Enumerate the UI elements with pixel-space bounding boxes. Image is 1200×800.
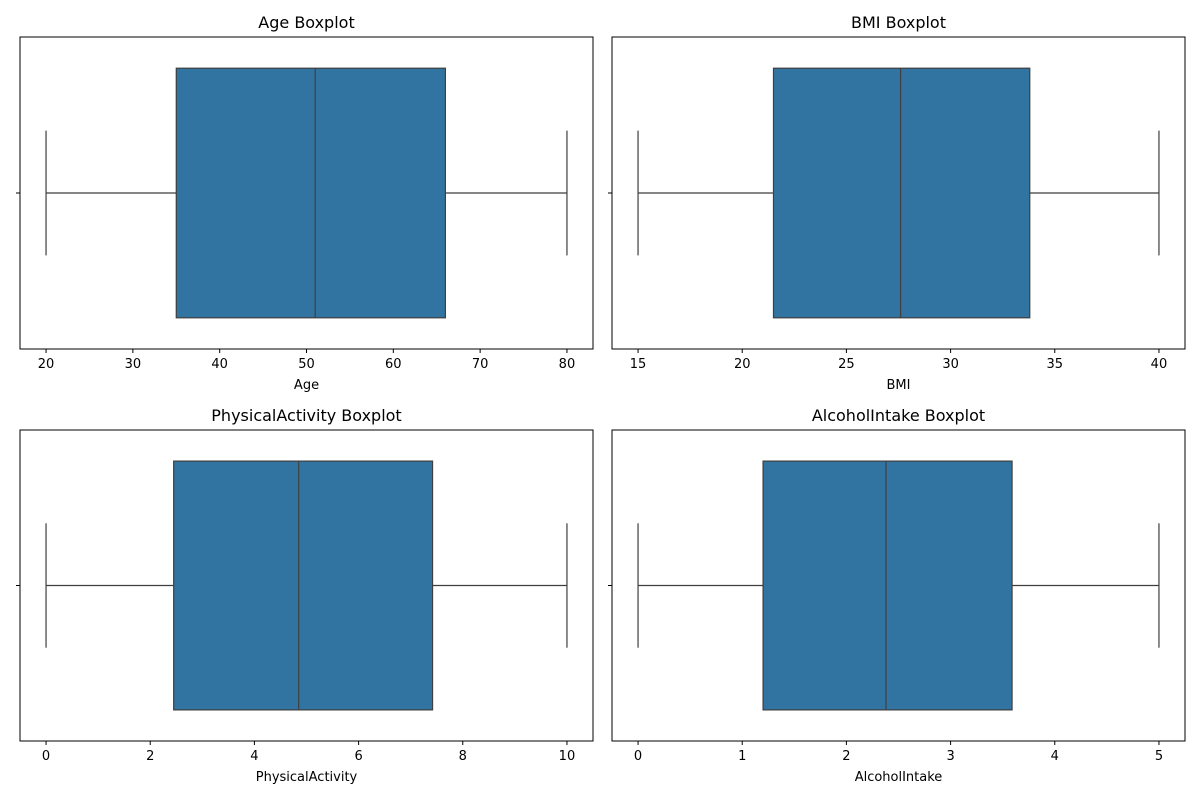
x-tick-label: 40	[1151, 357, 1168, 372]
x-axis-label: PhysicalActivity	[256, 770, 358, 785]
subplot-1: Age Boxplot 20 30 40 50 60 70 80 Age	[16, 13, 594, 393]
x-tick-label: 50	[298, 357, 315, 372]
x-axis-label: Age	[294, 378, 319, 393]
x-tick-label: 25	[838, 357, 855, 372]
x-tick-label: 40	[211, 357, 228, 372]
x-tick-label: 80	[559, 357, 576, 372]
x-tick-label: 30	[125, 357, 142, 372]
x-tick-label: 60	[385, 357, 402, 372]
x-tick-label: 6	[354, 749, 362, 764]
x-tick-label: 0	[634, 749, 642, 764]
subplot-3: PhysicalActivity Boxplot 0 2 4 6 8 10 PhysicalA…	[16, 406, 594, 785]
x-tick-label: 4	[250, 749, 258, 764]
x-tick-label: 10	[559, 749, 576, 764]
x-tick-label: 8	[459, 749, 467, 764]
x-tick-label: 1	[738, 749, 746, 764]
subplot-2: BMI Boxplot 15 20 25 30 35 40 BMI	[608, 13, 1186, 393]
iqr-box	[762, 460, 1013, 711]
x-tick-label: 4	[1051, 749, 1059, 764]
chart-title: PhysicalActivity Boxplot	[211, 406, 401, 425]
x-tick-label: 35	[1046, 357, 1063, 372]
chart-title: AlcoholIntake Boxplot	[812, 406, 985, 425]
iqr-box	[772, 67, 1031, 319]
chart-title: Age Boxplot	[258, 13, 354, 32]
iqr-box	[175, 67, 447, 319]
chart-title: BMI Boxplot	[851, 13, 946, 32]
subplot-4: AlcoholIntake Boxplot 0 1 2 3 4 5 AlcoholIntake	[608, 406, 1186, 785]
x-tick-label: 15	[630, 357, 647, 372]
x-tick-label: 30	[942, 357, 959, 372]
x-tick-label: 2	[146, 749, 154, 764]
x-tick-label: 20	[734, 357, 751, 372]
x-axis-label: AlcoholIntake	[855, 770, 943, 785]
iqr-box	[173, 460, 434, 711]
x-tick-label: 0	[42, 749, 50, 764]
x-tick-label: 70	[472, 357, 489, 372]
x-tick-label: 5	[1155, 749, 1163, 764]
x-tick-label: 3	[946, 749, 954, 764]
x-tick-label: 2	[842, 749, 850, 764]
x-tick-label: 20	[38, 357, 55, 372]
x-axis-label: BMI	[887, 378, 911, 393]
